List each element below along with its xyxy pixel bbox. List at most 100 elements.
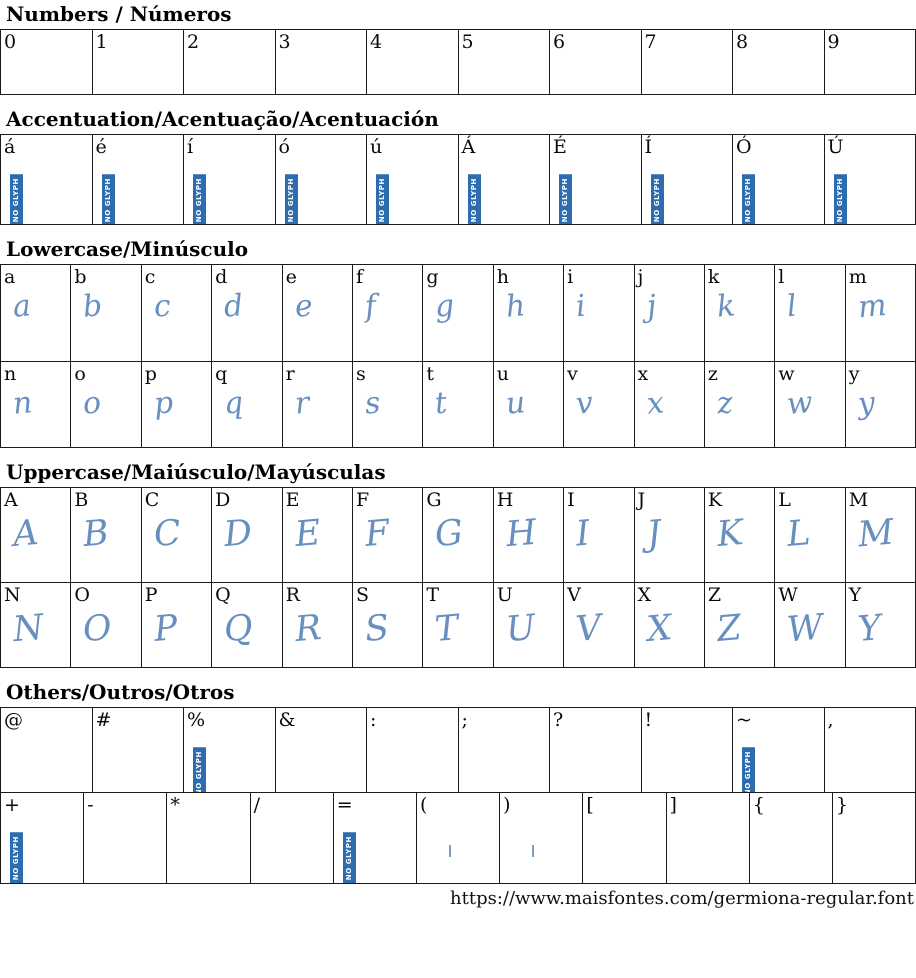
handwritten-glyph-sample: H xyxy=(503,512,538,556)
glyph-cell: Í NO GLYPH xyxy=(640,134,732,224)
handwritten-glyph-sample: U xyxy=(503,607,537,651)
handwritten-glyph-sample: y xyxy=(856,385,877,422)
char-label: } xyxy=(835,794,848,816)
handwritten-glyph-sample: n xyxy=(11,385,34,422)
section-title: Accentuation/Acentuação/Acentuación xyxy=(6,107,439,131)
handwritten-glyph-sample: v xyxy=(574,385,595,422)
char-label: ; xyxy=(461,709,468,731)
char-label: x xyxy=(637,363,649,385)
handwritten-glyph-sample: V xyxy=(574,607,604,650)
no-glyph-badge: NO GLYPH xyxy=(467,173,481,224)
char-label: Q xyxy=(215,584,231,606)
char-label: I xyxy=(567,489,575,511)
char-label: = xyxy=(336,794,353,816)
glyph-cell: ! xyxy=(640,707,732,792)
glyph-cell: é NO GLYPH xyxy=(91,134,183,224)
char-label: V xyxy=(567,584,581,606)
char-label: Í xyxy=(644,136,653,158)
char-label: g xyxy=(426,266,439,288)
handwritten-glyph-sample: S xyxy=(363,607,391,650)
char-label: D xyxy=(215,489,231,511)
handwritten-glyph-sample: s xyxy=(363,385,382,422)
char-label: d xyxy=(215,266,228,288)
char-label: a xyxy=(4,266,16,288)
char-label: @ xyxy=(4,709,23,731)
section-others: Others/Outros/Otros @ #% NO GLYPH &:;?! ~ NO … xyxy=(0,681,916,884)
char-label: - xyxy=(87,794,94,816)
char-label: r xyxy=(285,363,295,385)
glyph-cell: & xyxy=(274,707,366,792)
char-label: s xyxy=(355,363,366,385)
handwritten-glyph-sample: R xyxy=(292,607,323,650)
char-label: H xyxy=(496,489,514,511)
glyph-cell: * xyxy=(166,792,250,883)
handwritten-glyph-sample: u xyxy=(504,385,527,422)
glyph-row: @ #% NO GLYPH &:;?! ~ NO GLYPH, xyxy=(0,707,915,792)
char-label: E xyxy=(285,489,300,511)
char-label: n xyxy=(4,363,17,385)
glyph-row: 0 1 2 3 4 5 6 7 8 9 xyxy=(0,29,915,94)
section-title: Others/Outros/Otros xyxy=(6,680,235,704)
char-label: 0 xyxy=(4,31,17,53)
char-label: É xyxy=(553,136,567,158)
handwritten-glyph-sample: c xyxy=(152,288,173,325)
glyph-cell: Ú NO GLYPH xyxy=(823,134,915,224)
char-label: 4 xyxy=(370,31,383,53)
glyph-cell: } xyxy=(831,792,916,883)
glyph-cell: ó NO GLYPH xyxy=(274,134,366,224)
glyph-cell: : xyxy=(366,707,458,792)
no-glyph-badge: NO GLYPH xyxy=(559,173,572,224)
glyph-cell: á NO GLYPH xyxy=(0,134,92,224)
glyph-cell: í NO GLYPH xyxy=(183,134,275,224)
handwritten-glyph-sample: X xyxy=(644,607,674,650)
handwritten-glyph-sample: M xyxy=(855,512,896,556)
char-label: j xyxy=(637,266,644,288)
char-label: U xyxy=(496,584,513,606)
char-label: q xyxy=(215,363,228,385)
char-label: o xyxy=(74,363,86,385)
handwritten-glyph-sample: E xyxy=(292,512,322,555)
handwritten-glyph-sample: d xyxy=(222,288,245,325)
char-label: C xyxy=(144,489,160,511)
char-label: ! xyxy=(644,709,653,731)
handwritten-glyph-sample: N xyxy=(11,607,46,651)
char-label: # xyxy=(95,709,112,731)
handwritten-glyph-sample: C xyxy=(152,512,183,555)
no-glyph-badge: NO GLYPH xyxy=(10,831,23,883)
no-glyph-badge: NO GLYPH xyxy=(342,831,356,883)
glyph-table: á NO GLYPH é NO GLYPH í NO GLYPH ó NO GLYPH ú NO … xyxy=(0,134,916,225)
handwritten-glyph-sample: z xyxy=(715,385,735,422)
char-label: m xyxy=(848,266,867,288)
char-label: é xyxy=(95,136,107,158)
no-glyph-badge: NO GLYPH xyxy=(193,746,206,792)
char-label: u xyxy=(496,363,509,385)
char-label: T xyxy=(426,584,440,606)
handwritten-glyph-sample: j xyxy=(644,288,658,325)
char-label: h xyxy=(496,266,509,288)
handwritten-glyph-sample: e xyxy=(293,288,314,325)
